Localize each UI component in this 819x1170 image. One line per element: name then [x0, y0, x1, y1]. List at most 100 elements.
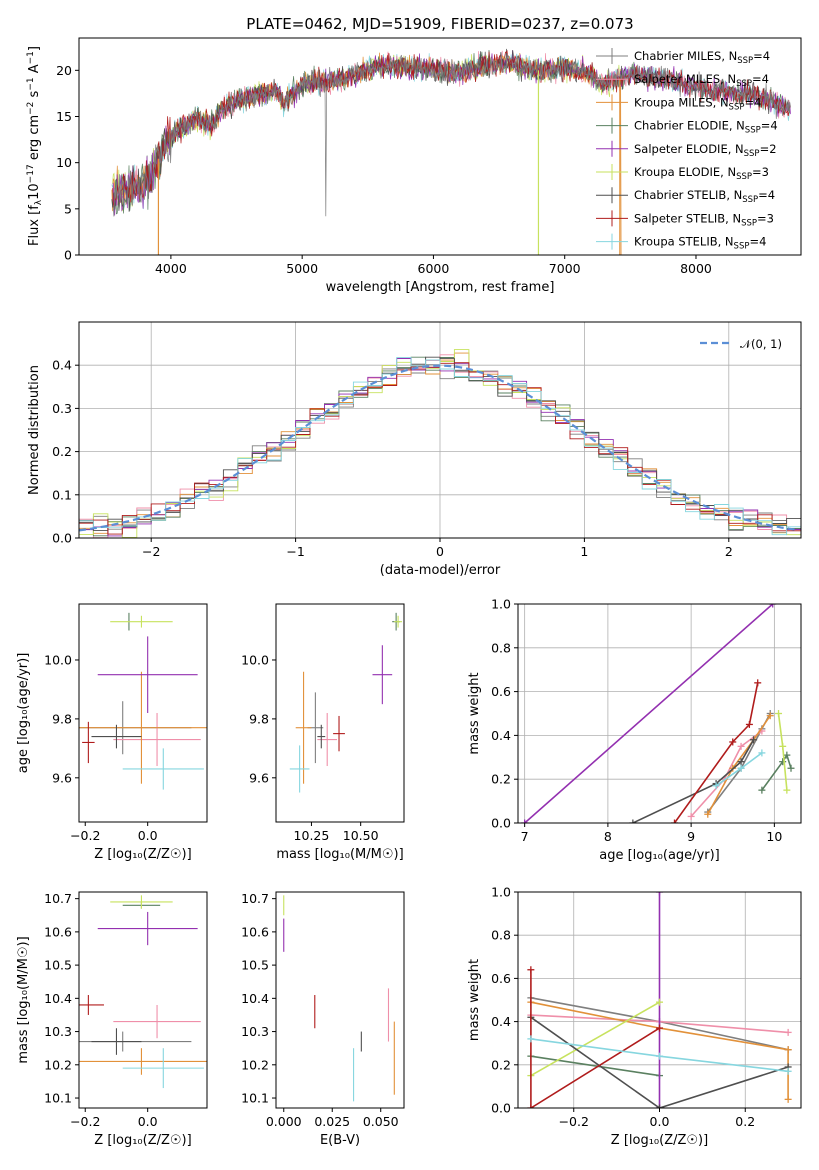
y-axis-label: Flux [fλ10−17 erg cm−2 s−1 A−1]: [26, 46, 44, 246]
y-axis-label: Normed distribution: [27, 365, 42, 495]
legend-entry-sub: SSP: [737, 56, 753, 66]
y-tick-label: 10.5: [44, 958, 72, 973]
panel-age-vs-mass-weight: 7 8 9 10 0.0 0.2 0.4 0.6 0.8 1.0 age [log₁₀(age/yr…: [467, 597, 802, 863]
y-tick-label: 0.0: [491, 816, 511, 831]
legend-entry: Kroupa STELIB, NSSP=4: [634, 235, 766, 252]
legend-entry-name: Chabrier MILES, N: [634, 49, 737, 63]
histogram-series: [79, 362, 801, 538]
normal-reference-curve: [79, 364, 799, 532]
y-axis-label-part: λ: [34, 199, 44, 205]
spectrum-line: [112, 54, 791, 217]
y-tick-label: 10.4: [44, 991, 72, 1006]
x-tick-label: 7: [521, 829, 529, 844]
weight-line: [707, 715, 771, 815]
x-tick-label: 0.000: [266, 1114, 302, 1129]
y-axis-label-part: Flux [f: [27, 205, 42, 246]
legend-entry-n: =3: [752, 165, 769, 179]
x-axis-label: Z [log₁₀(Z/Z☉)]: [94, 847, 191, 862]
x-tick-label: 0.0: [650, 1114, 670, 1129]
weight-line: [777, 713, 788, 791]
legend-entry-name: Salpeter ELODIE, N: [634, 142, 744, 156]
legend-entry-n: =4: [749, 235, 766, 249]
legend-entry: Kroupa MILES, NSSP=4: [634, 95, 761, 112]
legend-entry: Salpeter MILES, NSSP=4: [634, 72, 769, 89]
y-tick-label: 5: [64, 201, 72, 216]
weight-line: [530, 1055, 660, 1077]
y-tick-label: 0.2: [52, 444, 72, 459]
x-tick-label: 6000: [418, 261, 450, 276]
axes-frame: [78, 891, 208, 1109]
y-tick-label: 0.4: [491, 1014, 511, 1029]
y-tick-label: 20: [56, 63, 72, 78]
legend-entry-n: =4: [758, 188, 775, 202]
weight-line: [690, 730, 763, 817]
legend-entry-sub: SSP: [736, 79, 752, 89]
x-tick-label: 10.50: [343, 828, 379, 843]
axes-frame: [275, 603, 405, 823]
x-tick-label: 5000: [286, 261, 318, 276]
legend-entry: Salpeter ELODIE, NSSP=2: [634, 142, 777, 159]
y-axis-label-part: ]: [27, 46, 42, 51]
legend-entry-sub: SSP: [745, 126, 761, 136]
y-tick-label: 15: [56, 109, 72, 124]
y-tick-label: 10.3: [44, 1024, 72, 1039]
x-axis-label: wavelength [Angstrom, rest frame]: [326, 280, 555, 295]
x-tick-label: 0: [436, 544, 444, 559]
x-tick-label: 0.0: [138, 1114, 158, 1129]
y-axis-label: mass weight: [467, 672, 482, 754]
legend-entry-sub: SSP: [741, 218, 757, 228]
x-tick-label: 4000: [155, 261, 187, 276]
y-tick-label: 0.0: [52, 531, 72, 546]
legend-entry-sub: SSP: [729, 102, 745, 112]
panel-Z-vs-mass-weight: −0.2 0.0 0.2 0.0 0.2 0.4 0.6 0.8 1.0 Z [log₁₀(Z/Z…: [467, 885, 802, 1148]
y-tick-label: 10.2: [44, 1057, 72, 1072]
y-axis-label-part: 10: [27, 183, 42, 200]
legend-entry-n: =4: [761, 119, 778, 133]
y-tick-label: 0.0: [491, 1101, 511, 1116]
y-tick-label: 10.4: [241, 991, 269, 1006]
y-tick-label: 10.5: [241, 958, 269, 973]
y-axis-label: mass [log₁₀(M/M☉)]: [16, 936, 31, 1063]
legend-entry-n: =4: [753, 49, 770, 63]
x-tick-label: 10: [766, 829, 782, 844]
legend-entry: Chabrier MILES, NSSP=4: [634, 49, 770, 66]
plot-area: [527, 892, 792, 1108]
histogram-series: [79, 357, 801, 538]
x-axis-label: E(B-V): [320, 1133, 360, 1148]
legend-entry-name: Kroupa STELIB, N: [634, 235, 734, 249]
y-tick-label: 10.1: [241, 1091, 269, 1106]
y-axis-label-part: −1: [26, 51, 36, 64]
weight-line: [524, 604, 774, 823]
axes-frame: [275, 891, 405, 1109]
y-tick-label: 10.0: [241, 652, 269, 667]
y-tick-label: 0.6: [491, 971, 511, 986]
panel-EBV-vs-mass: 0.000 0.025 0.050 10.1 10.2 10.3 10.4 10.5 10.6 1…: [241, 891, 405, 1148]
plot-area: [79, 612, 207, 790]
y-tick-label: 1.0: [491, 885, 511, 900]
legend-entry-sub: SSP: [734, 242, 750, 252]
y-tick-label: 0.8: [491, 928, 511, 943]
x-tick-label: −0.2: [70, 828, 100, 843]
x-tick-label: −0.2: [70, 1114, 100, 1129]
legend-entry-n: =4: [752, 72, 769, 86]
legend-entry-n: =4: [744, 95, 761, 109]
y-tick-label: 0.2: [491, 1057, 511, 1072]
y-axis-label: age [log₁₀(age/yr)]: [16, 653, 31, 774]
legend-entry-n: =2: [760, 142, 777, 156]
y-tick-label: 0.2: [491, 772, 511, 787]
legend-entry-name: Salpeter STELIB, N: [634, 211, 741, 225]
y-tick-label: 10.7: [241, 891, 269, 906]
x-tick-label: 0.050: [363, 1114, 399, 1129]
y-tick-label: 10.7: [44, 891, 72, 906]
weight-line: [530, 969, 660, 1108]
x-tick-label: 1: [580, 544, 588, 559]
legend-entry-sub: SSP: [736, 172, 752, 182]
y-tick-label: 9.6: [249, 770, 269, 785]
x-axis-label: age [log₁₀(age/yr)]: [599, 848, 720, 863]
weight-line: [761, 753, 792, 791]
panel-Z-vs-age: −0.2 0.0 9.6 9.8 10.0 Z [log₁₀(Z/Z☉)] age [log…: [16, 603, 208, 862]
y-tick-label: 1.0: [491, 597, 511, 612]
x-tick-label: 0.2: [735, 1114, 755, 1129]
legend-entry-name: Salpeter MILES, N: [634, 72, 736, 86]
